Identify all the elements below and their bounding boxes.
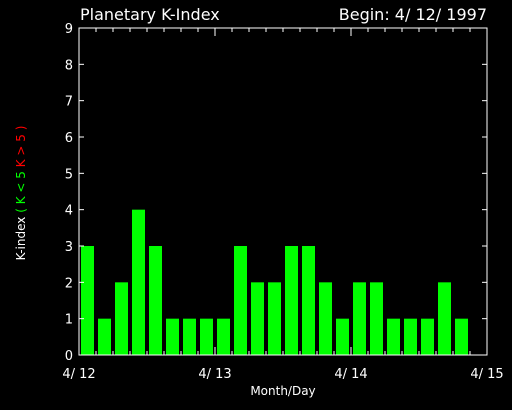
bar-3 <box>132 209 145 355</box>
bar-0 <box>81 246 94 355</box>
x-tick-label-1: 4/ 13 <box>198 367 231 382</box>
x-tick-label-3: 4/ 15 <box>470 367 503 382</box>
y-tick-label-3: 3 <box>65 240 73 255</box>
bar-6 <box>183 318 196 355</box>
y-tick-label-6: 6 <box>65 131 73 146</box>
bar-18 <box>387 318 400 355</box>
x-tick-label-0: 4/ 12 <box>62 367 95 382</box>
y-tick-label-8: 8 <box>65 58 73 73</box>
y-tick-label-0: 0 <box>65 349 73 364</box>
bar-22 <box>455 318 468 355</box>
x-tick-label-2: 4/ 14 <box>334 367 367 382</box>
y-tick-label-1: 1 <box>65 313 73 328</box>
bar-19 <box>404 318 417 355</box>
bar-21 <box>438 282 451 355</box>
y-axis-label-part-1: ( K < 5 <box>14 171 28 217</box>
bar-2 <box>115 282 128 355</box>
bar-17 <box>370 282 383 355</box>
y-axis-label: K-index ( K < 5 K > 5 ) <box>14 126 28 261</box>
bar-20 <box>421 318 434 355</box>
bar-7 <box>200 318 213 355</box>
y-tick-label-2: 2 <box>65 276 73 291</box>
y-tick-label-5: 5 <box>65 167 73 182</box>
bar-10 <box>251 282 264 355</box>
y-tick-label-4: 4 <box>65 204 73 219</box>
bar-12 <box>285 246 298 355</box>
bar-13 <box>302 246 315 355</box>
bar-5 <box>166 318 179 355</box>
bar-4 <box>149 246 162 355</box>
y-axis-label-part-2: K > 5 ) <box>14 126 28 172</box>
y-tick-label-7: 7 <box>65 95 73 110</box>
bar-16 <box>353 282 366 355</box>
x-axis-label: Month/Day <box>250 384 315 398</box>
y-axis-label-part-0: K-index <box>14 217 28 261</box>
bar-8 <box>217 318 230 355</box>
bar-9 <box>234 246 247 355</box>
plot-area: 0 1 2 3 4 5 6 7 8 9 4/ 12 4/ 13 4/ 14 4/ 15 <box>62 22 503 382</box>
bar-15 <box>336 318 349 355</box>
bar-1 <box>98 318 111 355</box>
bar-14 <box>319 282 332 355</box>
y-tick-label-9: 9 <box>65 22 73 37</box>
chart-title: Planetary K-Index <box>80 5 220 24</box>
chart-subtitle: Begin: 4/ 12/ 1997 <box>339 5 487 24</box>
bar-11 <box>268 282 281 355</box>
